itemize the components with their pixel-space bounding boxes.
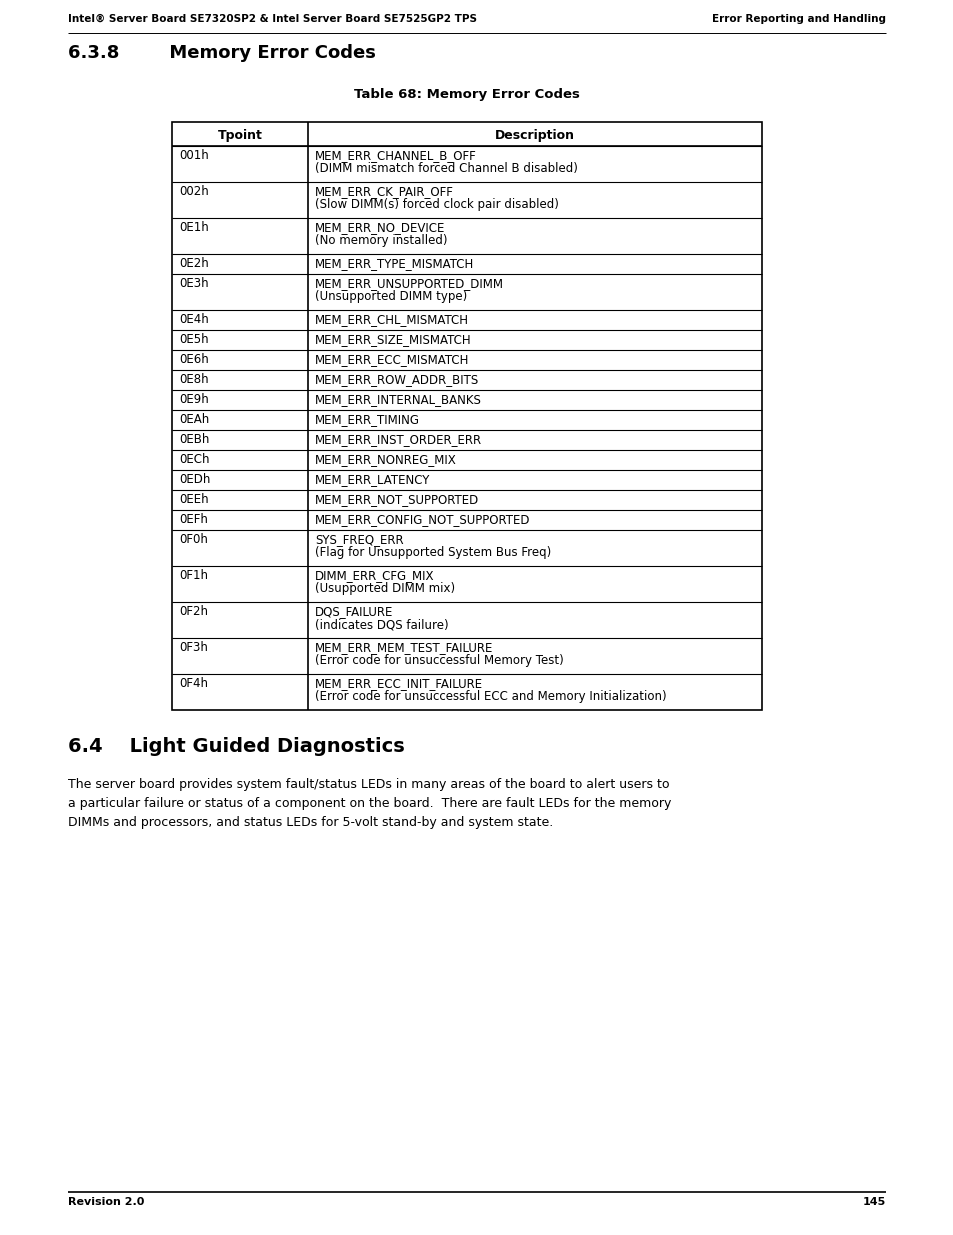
Text: MEM_ERR_NOT_SUPPORTED: MEM_ERR_NOT_SUPPORTED [314,493,478,506]
Bar [172,122,761,710]
Text: MEM_ERR_TIMING: MEM_ERR_TIMING [314,412,419,426]
Text: 0E5h: 0E5h [179,333,209,346]
Text: 0E2h: 0E2h [179,257,209,270]
Text: MEM_ERR_CONFIG_NOT_SUPPORTED: MEM_ERR_CONFIG_NOT_SUPPORTED [314,513,530,526]
Text: (Usupported DIMM mix): (Usupported DIMM mix) [314,582,455,595]
Text: MEM_ERR_ECC_MISMATCH: MEM_ERR_ECC_MISMATCH [314,353,469,366]
Text: (Error code for unsuccessful Memory Test): (Error code for unsuccessful Memory Test… [314,655,563,667]
Text: 001h: 001h [179,149,209,162]
Text: 0F2h: 0F2h [179,605,208,618]
Text: 0F3h: 0F3h [179,641,208,655]
Text: The server board provides system fault/status LEDs in many areas of the board to: The server board provides system fault/s… [68,778,671,829]
Text: MEM_ERR_CK_PAIR_OFF: MEM_ERR_CK_PAIR_OFF [314,185,454,198]
Text: 0E6h: 0E6h [179,353,209,366]
Text: (Slow DIMM(s) forced clock pair disabled): (Slow DIMM(s) forced clock pair disabled… [314,198,558,211]
Text: 0F0h: 0F0h [179,534,208,546]
Text: DQS_FAILURE: DQS_FAILURE [314,605,393,618]
Text: (Error code for unsuccessful ECC and Memory Initialization): (Error code for unsuccessful ECC and Mem… [314,690,666,703]
Text: 0E9h: 0E9h [179,393,209,406]
Text: Table 68: Memory Error Codes: Table 68: Memory Error Codes [354,88,579,101]
Text: Intel® Server Board SE7320SP2 & Intel Server Board SE7525GP2 TPS: Intel® Server Board SE7320SP2 & Intel Se… [68,14,476,23]
Text: MEM_ERR_UNSUPPORTED_DIMM: MEM_ERR_UNSUPPORTED_DIMM [314,277,503,290]
Text: 002h: 002h [179,185,209,198]
Text: 0EFh: 0EFh [179,513,208,526]
Text: MEM_ERR_NONREG_MIX: MEM_ERR_NONREG_MIX [314,453,456,466]
Text: MEM_ERR_ECC_INIT_FAILURE: MEM_ERR_ECC_INIT_FAILURE [314,677,482,690]
Text: (Unsupported DIMM type): (Unsupported DIMM type) [314,290,467,303]
Text: Tpoint: Tpoint [217,128,262,142]
Text: DIMM_ERR_CFG_MIX: DIMM_ERR_CFG_MIX [314,569,434,582]
Text: 0E1h: 0E1h [179,221,209,233]
Text: (indicates DQS failure): (indicates DQS failure) [314,618,448,631]
Text: 145: 145 [862,1197,885,1207]
Text: MEM_ERR_ROW_ADDR_BITS: MEM_ERR_ROW_ADDR_BITS [314,373,478,387]
Text: MEM_ERR_MEM_TEST_FAILURE: MEM_ERR_MEM_TEST_FAILURE [314,641,493,655]
Text: 0E8h: 0E8h [179,373,209,387]
Text: 0EEh: 0EEh [179,493,209,506]
Text: 0ECh: 0ECh [179,453,210,466]
Text: MEM_ERR_SIZE_MISMATCH: MEM_ERR_SIZE_MISMATCH [314,333,471,346]
Text: MEM_ERR_INTERNAL_BANKS: MEM_ERR_INTERNAL_BANKS [314,393,481,406]
Text: Error Reporting and Handling: Error Reporting and Handling [711,14,885,23]
Text: MEM_ERR_TYPE_MISMATCH: MEM_ERR_TYPE_MISMATCH [314,257,474,270]
Text: 0F1h: 0F1h [179,569,208,582]
Text: 0E3h: 0E3h [179,277,209,290]
Text: 0EAh: 0EAh [179,412,209,426]
Text: Description: Description [495,128,575,142]
Text: Revision 2.0: Revision 2.0 [68,1197,144,1207]
Text: MEM_ERR_CHL_MISMATCH: MEM_ERR_CHL_MISMATCH [314,312,469,326]
Text: 6.3.8        Memory Error Codes: 6.3.8 Memory Error Codes [68,44,375,62]
Text: (Flag for Unsupported System Bus Freq): (Flag for Unsupported System Bus Freq) [314,546,551,559]
Text: 0EDh: 0EDh [179,473,211,487]
Text: 0EBh: 0EBh [179,433,209,446]
Text: MEM_ERR_LATENCY: MEM_ERR_LATENCY [314,473,430,487]
Text: SYS_FREQ_ERR: SYS_FREQ_ERR [314,534,403,546]
Text: MEM_ERR_NO_DEVICE: MEM_ERR_NO_DEVICE [314,221,445,233]
Text: 0F4h: 0F4h [179,677,208,690]
Text: MEM_ERR_INST_ORDER_ERR: MEM_ERR_INST_ORDER_ERR [314,433,481,446]
Text: (DIMM mismatch forced Channel B disabled): (DIMM mismatch forced Channel B disabled… [314,162,578,175]
Text: MEM_ERR_CHANNEL_B_OFF: MEM_ERR_CHANNEL_B_OFF [314,149,476,162]
Text: 0E4h: 0E4h [179,312,209,326]
Text: (No memory installed): (No memory installed) [314,233,447,247]
Text: 6.4    Light Guided Diagnostics: 6.4 Light Guided Diagnostics [68,737,404,756]
